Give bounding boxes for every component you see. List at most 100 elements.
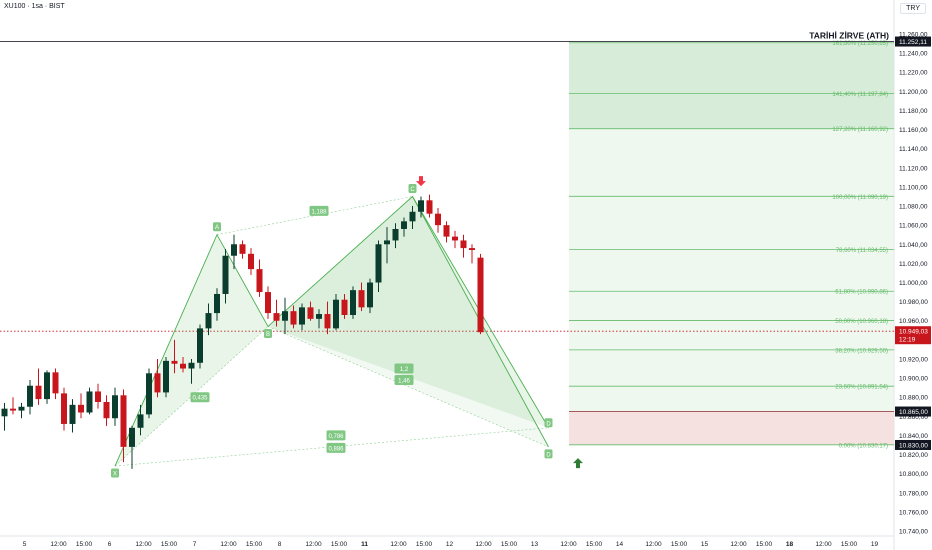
x-tick-label: 15:00 [501,541,518,548]
candle-body [452,236,458,241]
candle-body [401,221,407,229]
candle-body [426,200,433,214]
level-price-tag: 10.830,00 [899,442,928,449]
x-tick-label: 15:00 [586,541,603,548]
candle-body [409,211,416,222]
candle-body [307,307,314,319]
currency-button[interactable]: TRY [900,3,926,14]
y-tick-label: 11.120,00 [899,165,928,172]
x-tick-label: 15:00 [331,541,348,548]
x-tick-label: 12:00 [135,541,152,548]
candle-body [27,385,33,407]
candle-body [265,292,271,314]
pattern-dotted-line [216,196,413,236]
ratio-label: 0,886 [328,446,344,452]
y-tick-label: 10.920,00 [899,356,928,363]
candle-body [171,360,178,364]
fib-level-label: 127,20% (11.160,92) [832,127,888,133]
candle-body [1,408,8,417]
candle-body [231,244,237,256]
pattern-dotted-line [267,326,549,448]
candle-body [290,311,297,325]
candle-body [435,213,441,226]
pattern-point-badge [544,449,553,459]
candle-body [18,406,25,411]
candle-body [52,372,59,394]
ratio-label: 0,435 [192,396,208,402]
pattern-point-badge [408,183,417,193]
ratio-label: 1,46 [398,378,410,384]
y-tick-label: 11.160,00 [899,127,928,134]
candle-body [316,314,322,319]
ath-label: TARİHİ ZİRVE (ATH) [809,31,889,41]
candle-body [86,391,93,413]
candle-body [460,240,467,249]
y-tick-label: 11.020,00 [899,261,928,268]
pattern-point-badge [111,468,119,478]
pattern-bcd-fill [268,196,549,428]
pattern-xab-fill [115,234,268,467]
x-tick-label: 12:00 [50,541,67,548]
pattern-point-label: A [215,225,219,231]
candle-body [299,307,305,325]
x-tick-label: 15:00 [161,541,178,548]
ratio-label: 1,188 [311,209,327,215]
candle-body [35,385,42,400]
candle-body [129,427,135,447]
candle-body [188,362,195,369]
current-time-tag: 12:19 [899,337,916,344]
x-tick-label: 13 [531,541,539,548]
candle-body [350,290,356,315]
y-tick-label: 11.180,00 [899,108,928,115]
extension-zone [569,42,894,129]
y-tick-label: 10.740,00 [899,529,928,536]
x-tick-label: 6 [108,541,112,548]
pattern-dotted-line [114,326,269,467]
fib-level-label: 161,80% (11.250,85) [832,41,888,47]
pattern-point-label: D [546,452,551,458]
x-tick-label: 11 [361,541,368,548]
fib-level-label: 78,60% (11.034,55) [836,248,888,254]
y-tick-label: 10.960,00 [899,318,928,325]
candle-body [333,299,339,329]
y-tick-label: 10.840,00 [899,433,928,440]
x-tick-label: 19 [871,541,879,548]
x-tick-label: 12:00 [645,541,662,548]
pattern-point-badge [264,328,272,338]
y-tick-label: 11.200,00 [899,89,928,96]
stop-zone [569,411,894,445]
candle-body [477,257,484,333]
ath-price-tag: 11.252,11 [899,39,927,46]
candle-body [248,253,254,270]
candle-body [205,313,212,329]
buy-arrow-icon [573,458,583,469]
x-tick-label: 5 [23,541,27,548]
candle-body [69,404,76,424]
x-tick-label: 12:00 [730,541,747,548]
candle-body [137,414,144,428]
pattern-point-badge [544,418,553,428]
ath-price-tag-bg [895,36,931,47]
ratio-badge [326,442,346,453]
y-tick-label: 10.800,00 [899,471,928,478]
y-tick-label: 10.900,00 [899,376,928,383]
y-tick-label: 11.140,00 [899,146,928,153]
candle-body [44,372,50,400]
x-tick-label: 12:00 [560,541,577,548]
ratio-label: 1,2 [400,367,409,373]
candle-body [418,200,424,212]
x-tick-label: 12:00 [390,541,407,548]
candle-body [146,373,152,415]
candle-body [120,395,127,447]
pattern-point-label: C [410,187,415,193]
x-tick-label: 12:00 [305,541,322,548]
y-tick-label: 11.100,00 [899,184,928,191]
x-tick-label: 8 [278,541,282,548]
y-tick-label: 10.820,00 [899,452,928,459]
ratio-badge [326,430,346,441]
fib-level-label: 38,20% (10.929,50) [835,348,888,354]
candle-body [469,248,475,251]
pattern-bcd2-fill [268,196,549,447]
candle-body [112,395,118,419]
